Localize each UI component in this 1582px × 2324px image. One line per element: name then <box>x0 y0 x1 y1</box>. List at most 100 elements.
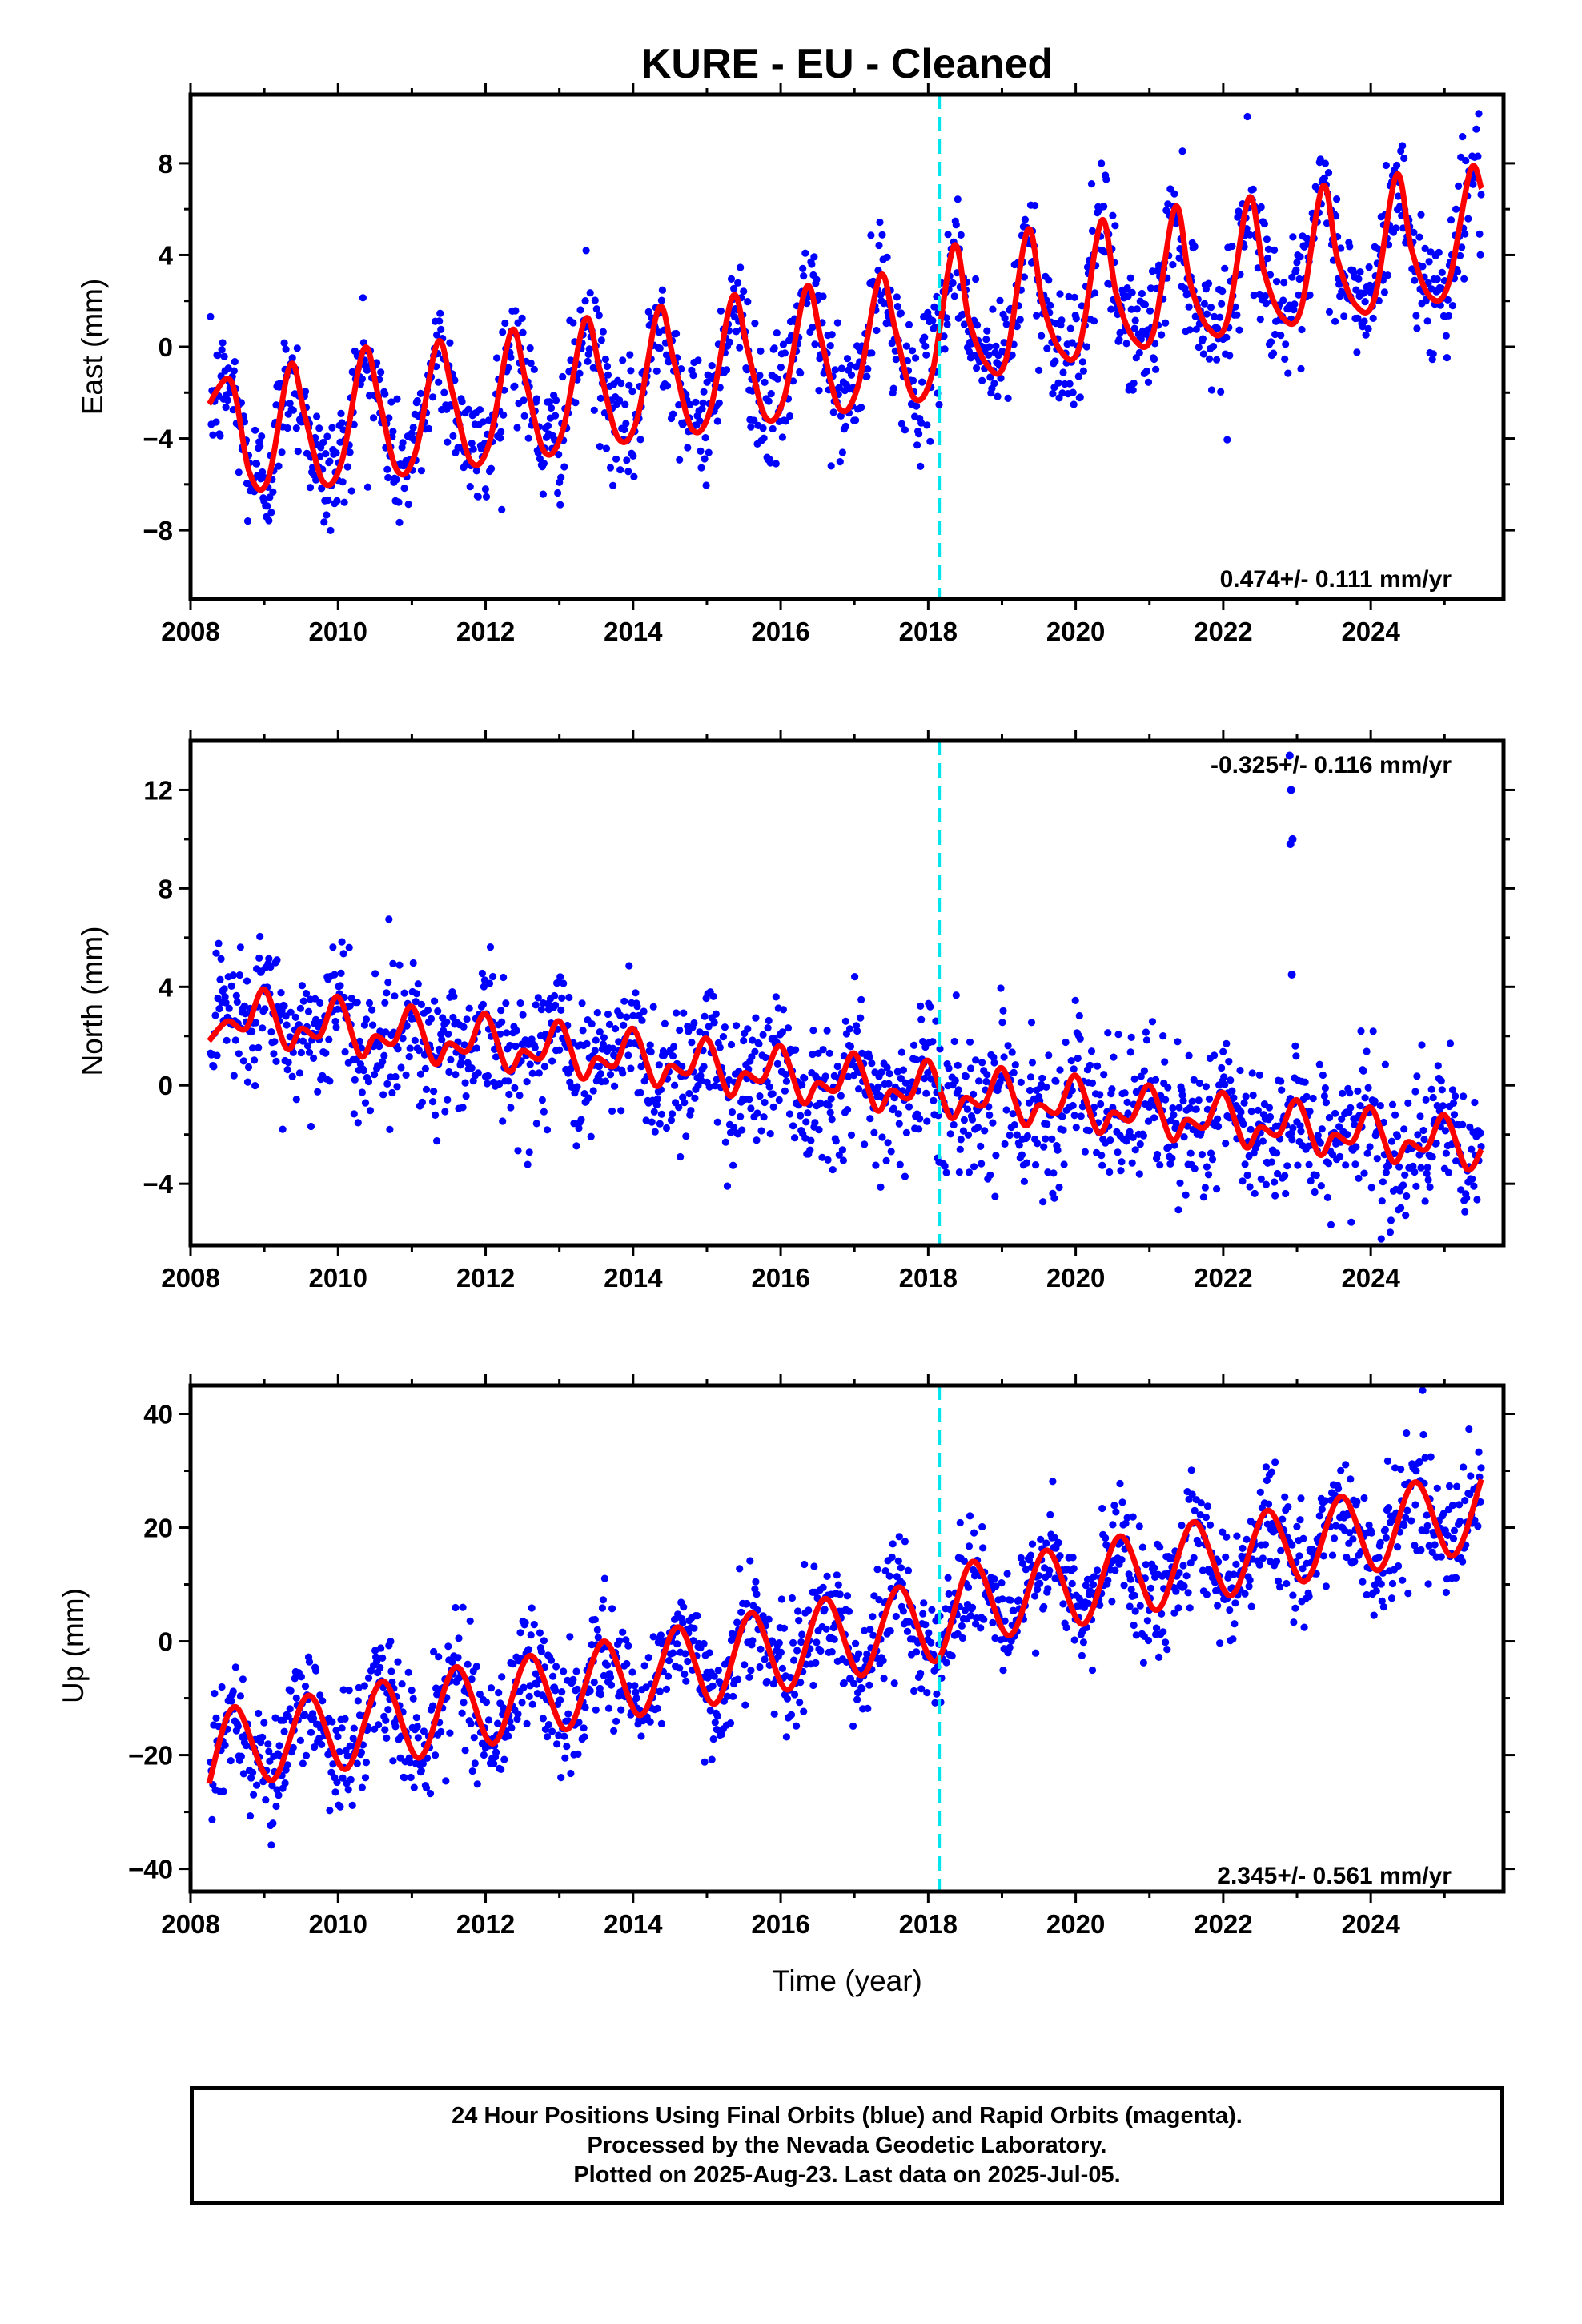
position-point <box>1274 1169 1282 1178</box>
position-point <box>1243 1171 1251 1180</box>
position-point <box>883 1063 891 1072</box>
position-point <box>722 366 731 374</box>
position-point <box>383 1080 391 1088</box>
position-point <box>620 997 628 1005</box>
position-point <box>624 1051 632 1059</box>
position-point <box>875 1596 883 1604</box>
position-point <box>983 327 991 335</box>
position-point <box>893 1068 901 1076</box>
position-point <box>1461 1497 1469 1505</box>
position-point <box>656 1687 664 1695</box>
position-point <box>577 1116 585 1124</box>
position-point <box>1079 1638 1087 1647</box>
position-point <box>1109 1521 1117 1529</box>
position-point <box>1008 351 1016 359</box>
position-point <box>1213 356 1221 364</box>
position-point <box>431 997 439 1005</box>
position-point <box>354 1119 362 1127</box>
position-point <box>591 1615 599 1624</box>
position-point <box>266 493 274 501</box>
position-point <box>1392 224 1400 232</box>
position-point <box>286 400 294 408</box>
position-point <box>347 487 355 495</box>
position-point <box>866 1626 874 1634</box>
position-point <box>519 1011 527 1019</box>
position-point <box>766 459 774 467</box>
position-point <box>1043 1120 1051 1128</box>
position-point <box>1176 1179 1184 1187</box>
position-point <box>1263 235 1271 243</box>
position-point <box>504 1077 512 1085</box>
position-point <box>1156 1543 1164 1551</box>
position-point <box>560 979 568 987</box>
position-point <box>426 1790 435 1798</box>
position-point <box>1191 243 1199 251</box>
position-point <box>1137 1072 1145 1080</box>
position-point <box>676 1664 684 1672</box>
position-point <box>438 1035 446 1043</box>
position-point <box>555 451 563 459</box>
position-point <box>1190 1076 1198 1084</box>
position-point <box>705 1023 713 1031</box>
position-point <box>1115 336 1123 344</box>
position-point <box>644 1654 652 1662</box>
position-point <box>258 432 266 440</box>
position-point <box>828 1116 836 1124</box>
position-point <box>287 1008 295 1016</box>
position-point <box>1044 1585 1052 1593</box>
position-point <box>316 999 324 1007</box>
position-point <box>1058 1112 1066 1120</box>
position-point <box>327 1768 335 1776</box>
position-point <box>1331 1534 1339 1542</box>
position-point <box>1028 1540 1037 1548</box>
y-tick-label: 4 <box>159 972 174 1002</box>
position-point <box>293 344 301 352</box>
position-point <box>1445 1482 1454 1490</box>
position-point <box>753 1136 761 1144</box>
position-point <box>905 1618 913 1626</box>
position-point <box>680 1009 688 1017</box>
position-point <box>556 501 564 509</box>
position-point <box>298 982 306 990</box>
position-point <box>779 1006 788 1014</box>
position-point <box>1292 1052 1300 1060</box>
position-point <box>299 1759 307 1767</box>
position-point <box>948 1652 956 1660</box>
position-point <box>845 1025 854 1033</box>
position-point <box>737 263 745 271</box>
position-point <box>1195 344 1203 352</box>
position-point <box>549 1672 557 1680</box>
position-point <box>1367 284 1375 292</box>
position-point <box>1305 1593 1313 1601</box>
position-point <box>351 1076 359 1084</box>
position-point <box>599 1040 608 1048</box>
position-point <box>919 1038 927 1046</box>
position-point <box>230 1072 238 1080</box>
position-point <box>582 247 590 255</box>
position-point <box>1407 1517 1415 1525</box>
position-point <box>598 1604 607 1612</box>
position-point <box>382 1716 390 1724</box>
position-point <box>1371 1097 1379 1105</box>
position-point <box>1261 292 1269 300</box>
position-point <box>220 985 228 993</box>
position-point <box>1201 1184 1209 1192</box>
position-point <box>880 1675 888 1683</box>
position-point <box>822 1625 830 1633</box>
position-point <box>615 1038 623 1046</box>
position-point <box>223 1036 231 1044</box>
position-point <box>412 998 420 1006</box>
position-point <box>1452 205 1460 213</box>
position-point <box>1347 1104 1355 1112</box>
position-point <box>1228 242 1236 251</box>
position-point <box>560 1732 568 1740</box>
position-point <box>990 1575 998 1583</box>
position-point <box>548 1057 556 1065</box>
position-point <box>1017 1554 1025 1562</box>
position-point <box>406 1044 414 1052</box>
position-point <box>738 1126 746 1134</box>
position-point <box>1178 1091 1186 1100</box>
position-point <box>1417 1164 1425 1172</box>
position-point <box>960 1116 968 1124</box>
position-point <box>345 1687 353 1695</box>
